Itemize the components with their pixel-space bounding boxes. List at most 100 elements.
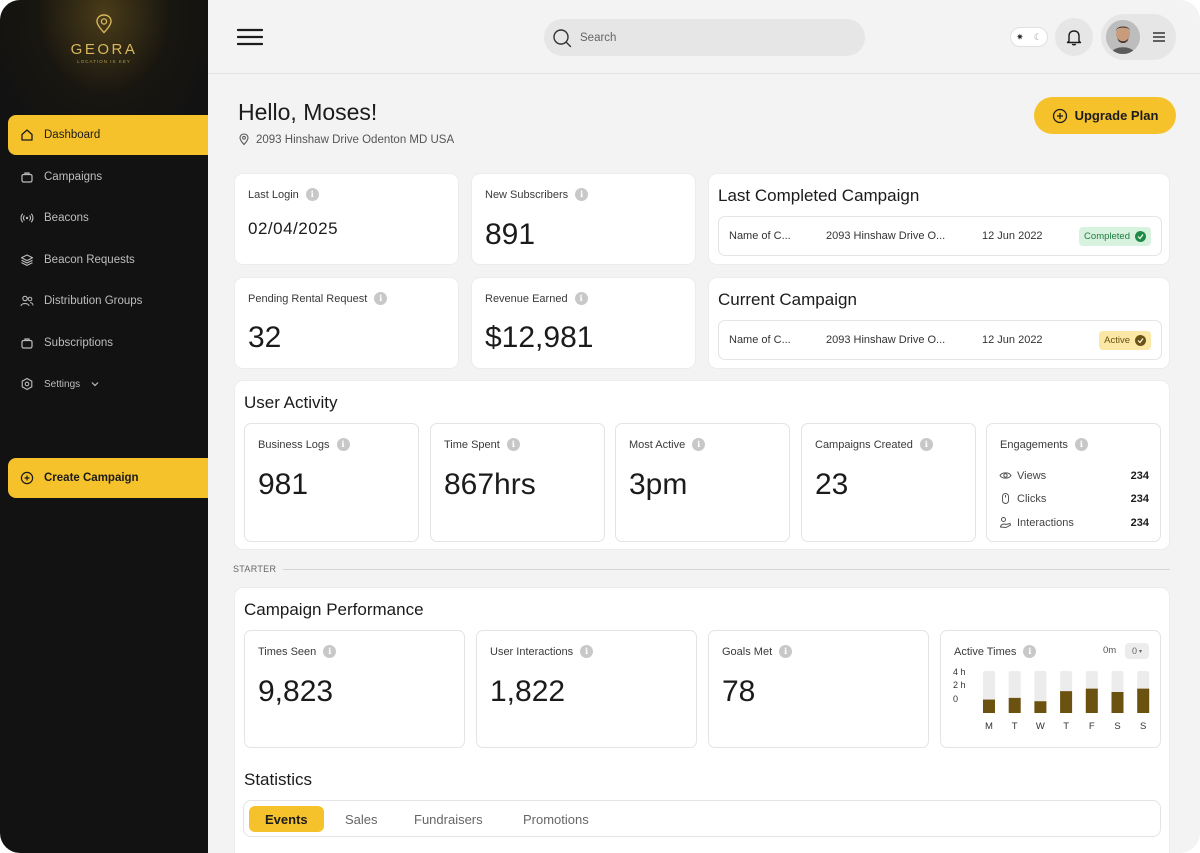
avatar[interactable] (1106, 20, 1140, 54)
brand-logo[interactable]: GEORA LOCATION IS KEY (0, 14, 208, 64)
info-icon[interactable]: i (575, 188, 589, 201)
active-times-readout: 0m (1103, 645, 1117, 656)
stat-label: Times Seen i (258, 645, 337, 658)
campaign-row[interactable]: Name of C... 2093 Hinshaw Drive O... 12 … (718, 320, 1162, 360)
campaign-row[interactable]: Name of C... 2093 Hinshaw Drive O... 12 … (718, 216, 1162, 256)
engagement-label: Clicks (1017, 492, 1047, 505)
sidebar-item-subscriptions[interactable]: Subscriptions (8, 323, 208, 363)
last-completed-campaign-card: Last Completed Campaign Name of C... 209… (708, 173, 1170, 265)
divider (283, 569, 1170, 570)
bar-1[interactable] (1008, 697, 1021, 713)
status-badge: Active (1099, 330, 1151, 350)
info-icon[interactable]: i (506, 438, 520, 451)
info-icon[interactable]: i (779, 645, 793, 658)
check-icon (1135, 334, 1146, 346)
sidebar-item-settings[interactable]: Settings (8, 364, 208, 404)
info-icon[interactable]: i (336, 438, 350, 451)
engagement-value: 234 (1130, 492, 1149, 505)
info-icon[interactable]: i (919, 438, 933, 451)
sidebar-item-distribution-groups[interactable]: Distribution Groups (8, 281, 208, 321)
search-input[interactable] (580, 31, 830, 44)
stat-label-text: Goals Met (722, 645, 773, 658)
tab-sales[interactable]: Sales (345, 811, 378, 827)
status-badge-label: Completed (1084, 230, 1130, 242)
upgrade-plan-button[interactable]: Upgrade Plan (1034, 97, 1176, 134)
x-tick-label: S (1140, 721, 1146, 732)
profile-menu-button[interactable] (1101, 14, 1176, 60)
sidebar-item-campaigns[interactable]: Campaigns (8, 157, 208, 197)
info-icon[interactable]: i (1074, 438, 1088, 451)
info-icon[interactable]: i (580, 645, 594, 658)
bell-icon (1066, 30, 1082, 46)
last-login-card: Last Login i 02/04/2025 (234, 173, 459, 265)
info-icon[interactable]: i (305, 188, 319, 201)
engagement-value: 234 (1130, 516, 1149, 529)
tab-promotions[interactable]: Promotions (523, 811, 589, 827)
active-times-select-value: 0 (1131, 646, 1137, 656)
time-spent-card: Time Spent i 867hrs (430, 423, 605, 542)
info-icon[interactable]: i (323, 645, 337, 658)
sidebar-item-dashboard[interactable]: Dashboard (8, 115, 208, 155)
theme-toggle[interactable]: ✷ ☾ (1010, 27, 1048, 47)
campaign-address: 2093 Hinshaw Drive O... (826, 334, 946, 346)
x-tick-label: W (1036, 721, 1045, 732)
pending-rental-card: Pending Rental Request i 32 (234, 277, 459, 369)
brand-tagline: LOCATION IS KEY (77, 59, 131, 64)
bar-6[interactable] (1137, 688, 1150, 713)
info-icon[interactable]: i (374, 292, 388, 305)
stat-label: Campaigns Created i (815, 438, 933, 451)
most-active-value: 3pm (629, 468, 688, 501)
campaign-date: 12 Jun 2022 (982, 230, 1043, 242)
chevron-down-icon[interactable] (90, 379, 100, 389)
info-icon[interactable]: i (692, 438, 706, 451)
bar-4[interactable] (1085, 688, 1098, 713)
hamburger-menu-icon[interactable] (237, 27, 263, 47)
tab-fundraisers[interactable]: Fundraisers (414, 811, 483, 827)
stat-label-text: Times Seen (258, 645, 317, 658)
user-interactions-card: User Interactions i 1,822 (476, 630, 697, 748)
bar-2[interactable] (1034, 701, 1047, 713)
create-campaign-button[interactable]: Create Campaign (8, 458, 208, 498)
bar-3[interactable] (1060, 691, 1073, 713)
stat-label: Active Times i (954, 645, 1037, 658)
stat-label: User Interactions i (490, 645, 594, 658)
sidebar-item-beacon-requests[interactable]: Beacon Requests (8, 240, 208, 280)
sidebar-item-beacons[interactable]: Beacons (8, 198, 208, 238)
bar-0[interactable] (983, 699, 995, 713)
engagement-row-views: Views 234 (999, 469, 1149, 482)
stat-label-text: Engagements (1000, 438, 1068, 451)
plus-circle-icon (1052, 108, 1067, 123)
new-subscribers-value: 891 (485, 218, 536, 251)
stat-label-text: New Subscribers (485, 188, 569, 201)
moon-icon: ☾ (1033, 31, 1042, 42)
search-bar[interactable] (544, 19, 865, 56)
plus-circle-icon (20, 471, 34, 485)
revenue-card: Revenue Earned i $12,981 (471, 277, 696, 369)
times-seen-value: 9,823 (258, 675, 334, 708)
user-address: 2093 Hinshaw Drive Odenton MD USA (238, 133, 454, 146)
stat-label: Last Login i (248, 188, 319, 201)
info-icon[interactable]: i (574, 292, 588, 305)
gear-icon (20, 377, 34, 391)
sidebar-item-label: Settings (44, 378, 81, 390)
eye-icon (999, 469, 1012, 482)
location-pin-icon (239, 133, 249, 146)
sidebar-item-label: Dashboard (44, 129, 101, 141)
bar-5[interactable] (1111, 692, 1124, 713)
pending-rental-value: 32 (248, 321, 282, 354)
engagement-label: Interactions (1017, 516, 1074, 529)
home-icon (20, 128, 34, 142)
stat-label-text: Time Spent (444, 438, 500, 451)
notifications-button[interactable] (1055, 18, 1093, 56)
sun-icon: ✷ (1016, 31, 1024, 42)
campaigns-created-card: Campaigns Created i 23 (801, 423, 976, 542)
mouse-icon (999, 492, 1012, 505)
stat-label-text: Last Login (248, 188, 299, 201)
tab-events[interactable]: Events (249, 806, 324, 832)
section-title: User Activity (244, 393, 338, 412)
stat-label: Most Active i (629, 438, 706, 451)
times-seen-card: Times Seen i 9,823 (244, 630, 465, 748)
check-icon (1135, 230, 1146, 242)
active-times-select[interactable]: 0 ▾ (1125, 643, 1149, 659)
info-icon[interactable]: i (1023, 645, 1037, 658)
